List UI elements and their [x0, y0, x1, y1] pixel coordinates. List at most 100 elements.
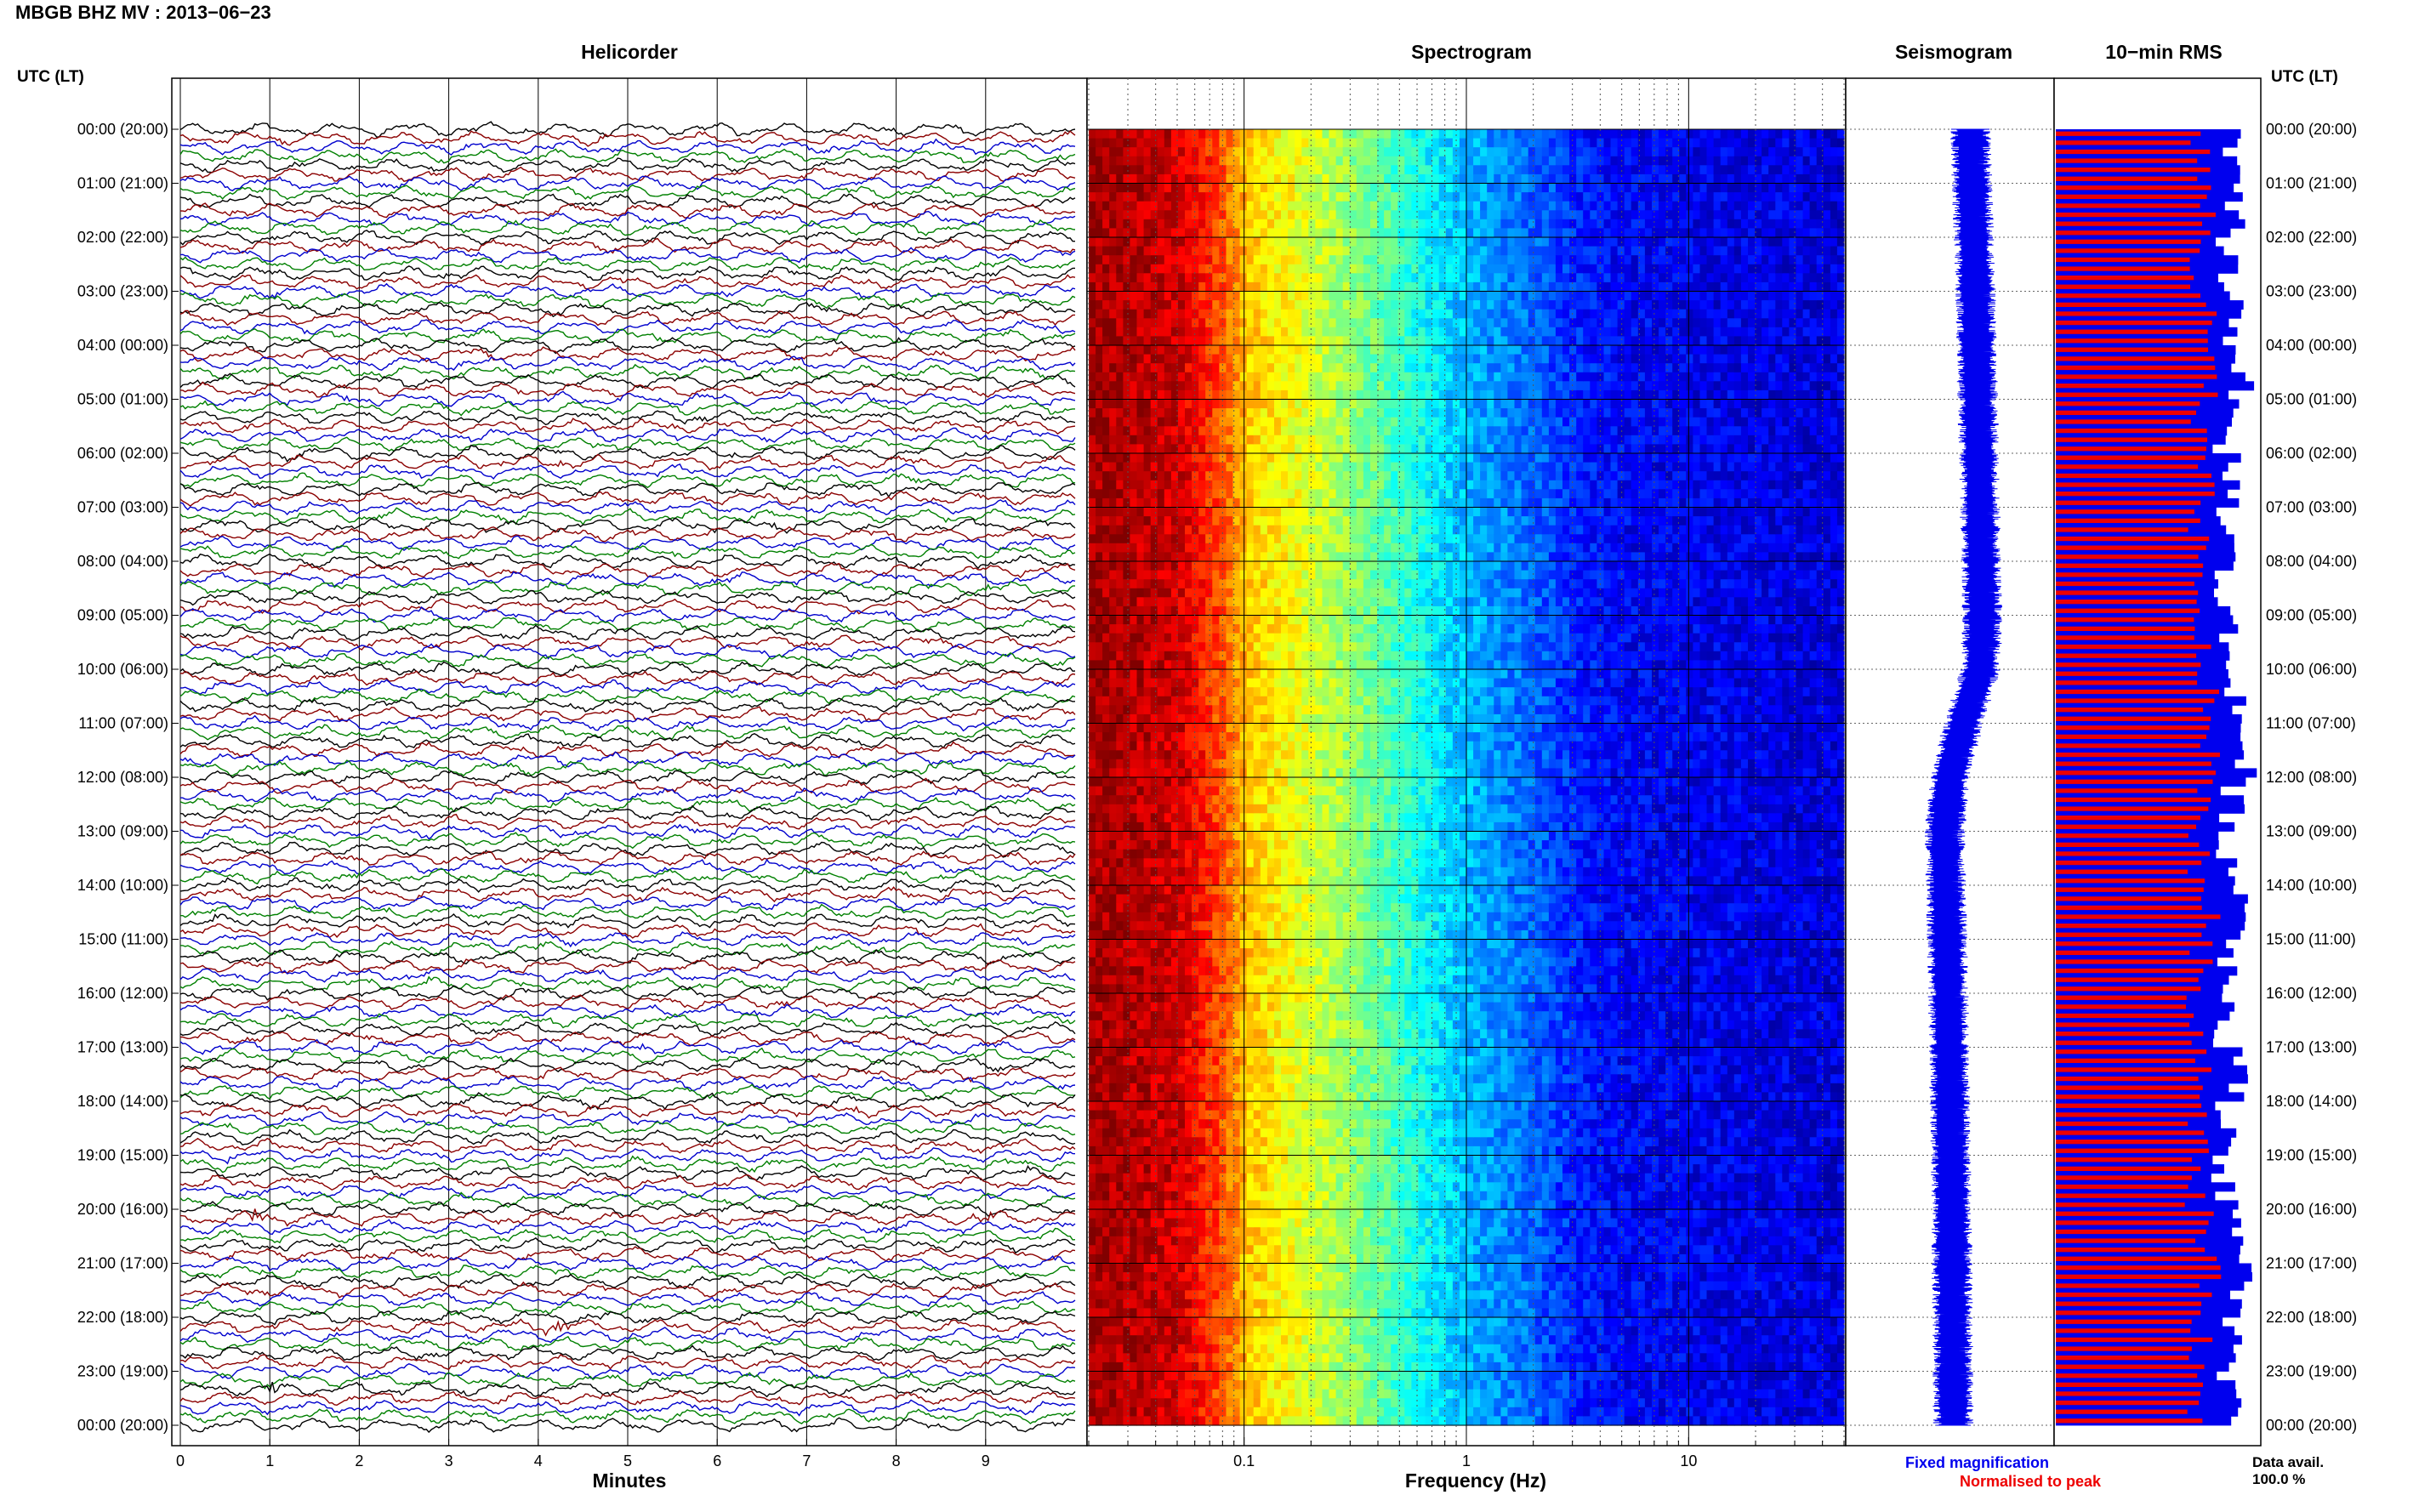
spectrogram-cell: [1157, 1299, 1165, 1309]
spectrogram-cell: [1185, 929, 1192, 941]
spectrogram-cell: [1109, 228, 1117, 238]
helicorder-trace: [179, 975, 1076, 992]
spectrogram-cell: [1109, 713, 1117, 725]
helicorder-trace: [179, 517, 1076, 534]
spectrogram-cell: [1274, 336, 1282, 346]
spectrogram-cell: [1246, 381, 1255, 391]
spectrogram-cell: [1164, 1371, 1172, 1381]
spectrogram-cell: [1301, 741, 1309, 751]
spectrogram-cell: [1130, 138, 1138, 148]
spectrogram-cell: [1157, 453, 1165, 463]
spectrogram-cell: [1157, 219, 1165, 229]
spectrogram-cell: [1164, 426, 1172, 436]
spectrogram-cell: [1177, 417, 1186, 427]
spectrogram-cell: [1281, 408, 1289, 418]
spectrogram-cell: [1260, 183, 1268, 193]
spectrogram-cell: [1143, 561, 1152, 571]
spectrogram-cell: [1198, 921, 1206, 931]
spectrogram-cell: [1170, 173, 1179, 185]
spectrogram-cell: [1295, 1308, 1302, 1318]
helicorder-trace: [179, 210, 1076, 227]
spectrogram-cell: [1301, 821, 1309, 833]
spectrogram-cell: [1266, 552, 1275, 562]
spectrogram-cell: [1274, 651, 1282, 661]
spectrogram-cell: [1205, 156, 1213, 166]
spectrogram-cell: [1123, 678, 1131, 688]
spectrogram-cell: [1308, 678, 1316, 688]
spectrogram-cell: [1198, 633, 1206, 643]
helicorder-trace: [179, 1111, 1076, 1127]
spectrogram-cell: [1260, 1317, 1268, 1327]
spectrogram-cell: [1253, 1155, 1261, 1165]
spectrogram-cell: [1089, 471, 1096, 481]
spectrogram-cell: [1150, 642, 1158, 652]
spectrogram-cell: [1246, 471, 1255, 481]
spectrogram-cell: [1239, 777, 1248, 787]
spectrogram-cell: [1136, 1245, 1145, 1255]
spectrogram-cell: [1136, 1281, 1145, 1291]
spectrogram-cell: [1102, 912, 1110, 922]
spectrogram-cell: [1130, 354, 1138, 364]
spectrogram-cell: [1192, 381, 1199, 391]
spectrogram-cell: [1288, 696, 1295, 706]
spectrogram-cell: [1116, 1164, 1124, 1174]
spectrogram-cell: [1192, 1164, 1199, 1174]
spectrogram-cell: [1185, 831, 1192, 841]
spectrogram-cell: [1136, 615, 1145, 625]
spectrogram-cell: [1198, 885, 1206, 895]
spectrogram-cell: [1219, 678, 1227, 688]
spectrogram-cell: [1301, 966, 1309, 976]
spectrogram-cell: [1096, 1380, 1103, 1390]
spectrogram-cell: [1295, 660, 1302, 670]
spectrogram-cell: [1130, 399, 1138, 409]
spectrogram-cell: [1185, 497, 1192, 509]
spectrogram-cell: [1089, 929, 1096, 941]
spectrogram-cell: [1308, 993, 1316, 1003]
spectrogram-cell: [1288, 1380, 1295, 1390]
spectrogram-cell: [1130, 1101, 1138, 1111]
spectrogram-cell: [1136, 642, 1145, 652]
spectrogram-cell: [1116, 552, 1124, 562]
spectrogram-cell: [1185, 903, 1192, 913]
spectrogram-cell: [1205, 273, 1213, 283]
spectrogram-cell: [1260, 255, 1268, 265]
spectrogram-cell: [1219, 210, 1227, 220]
spectrogram-cell: [1130, 381, 1138, 391]
spectrogram-cell: [1205, 1200, 1213, 1210]
spectrogram-cell: [1109, 1407, 1117, 1417]
spectrogram-cell: [1212, 678, 1220, 688]
spectrogram-cell: [1123, 300, 1131, 310]
utc-tick-label-right: 23:00 (19:00): [2266, 1363, 2357, 1380]
spectrogram-cell: [1232, 669, 1241, 679]
spectrogram-cell: [1170, 840, 1179, 850]
spectrogram-cell: [1136, 651, 1145, 661]
spectrogram-cell: [1130, 921, 1138, 931]
spectrogram-cell: [1212, 1145, 1220, 1157]
spectrogram-cell: [1096, 165, 1103, 175]
spectrogram-cell: [1226, 588, 1234, 598]
helicorder-trace: [179, 148, 1076, 164]
spectrogram-cell: [1246, 1353, 1255, 1363]
spectrogram-cell: [1246, 1218, 1255, 1228]
spectrogram-cell: [1288, 624, 1295, 634]
spectrogram-cell: [1308, 741, 1316, 751]
spectrogram-cell: [1266, 732, 1275, 742]
spectrogram-cell: [1143, 1145, 1152, 1157]
spectrogram-cell: [1232, 921, 1241, 931]
spectrogram-cell: [1150, 543, 1158, 553]
spectrogram-cell: [1102, 885, 1110, 895]
spectrogram-cell: [1177, 435, 1186, 445]
utc-tick-label-right: 04:00 (00:00): [2266, 337, 2357, 354]
spectrogram-cell: [1096, 1182, 1103, 1192]
spectrogram-cell: [1198, 687, 1206, 697]
helicorder-trace: [179, 588, 1076, 606]
spectrogram-cell: [1170, 354, 1179, 364]
spectrogram-cell: [1274, 633, 1282, 643]
spectrogram-cell: [1102, 624, 1110, 634]
minute-tick-label: 0: [176, 1452, 185, 1469]
spectrogram-cell: [1205, 741, 1213, 751]
spectrogram-cell: [1116, 1155, 1124, 1165]
spectrogram-cell: [1096, 1037, 1103, 1049]
spectrogram-cell: [1157, 957, 1165, 967]
spectrogram-cell: [1089, 552, 1096, 562]
